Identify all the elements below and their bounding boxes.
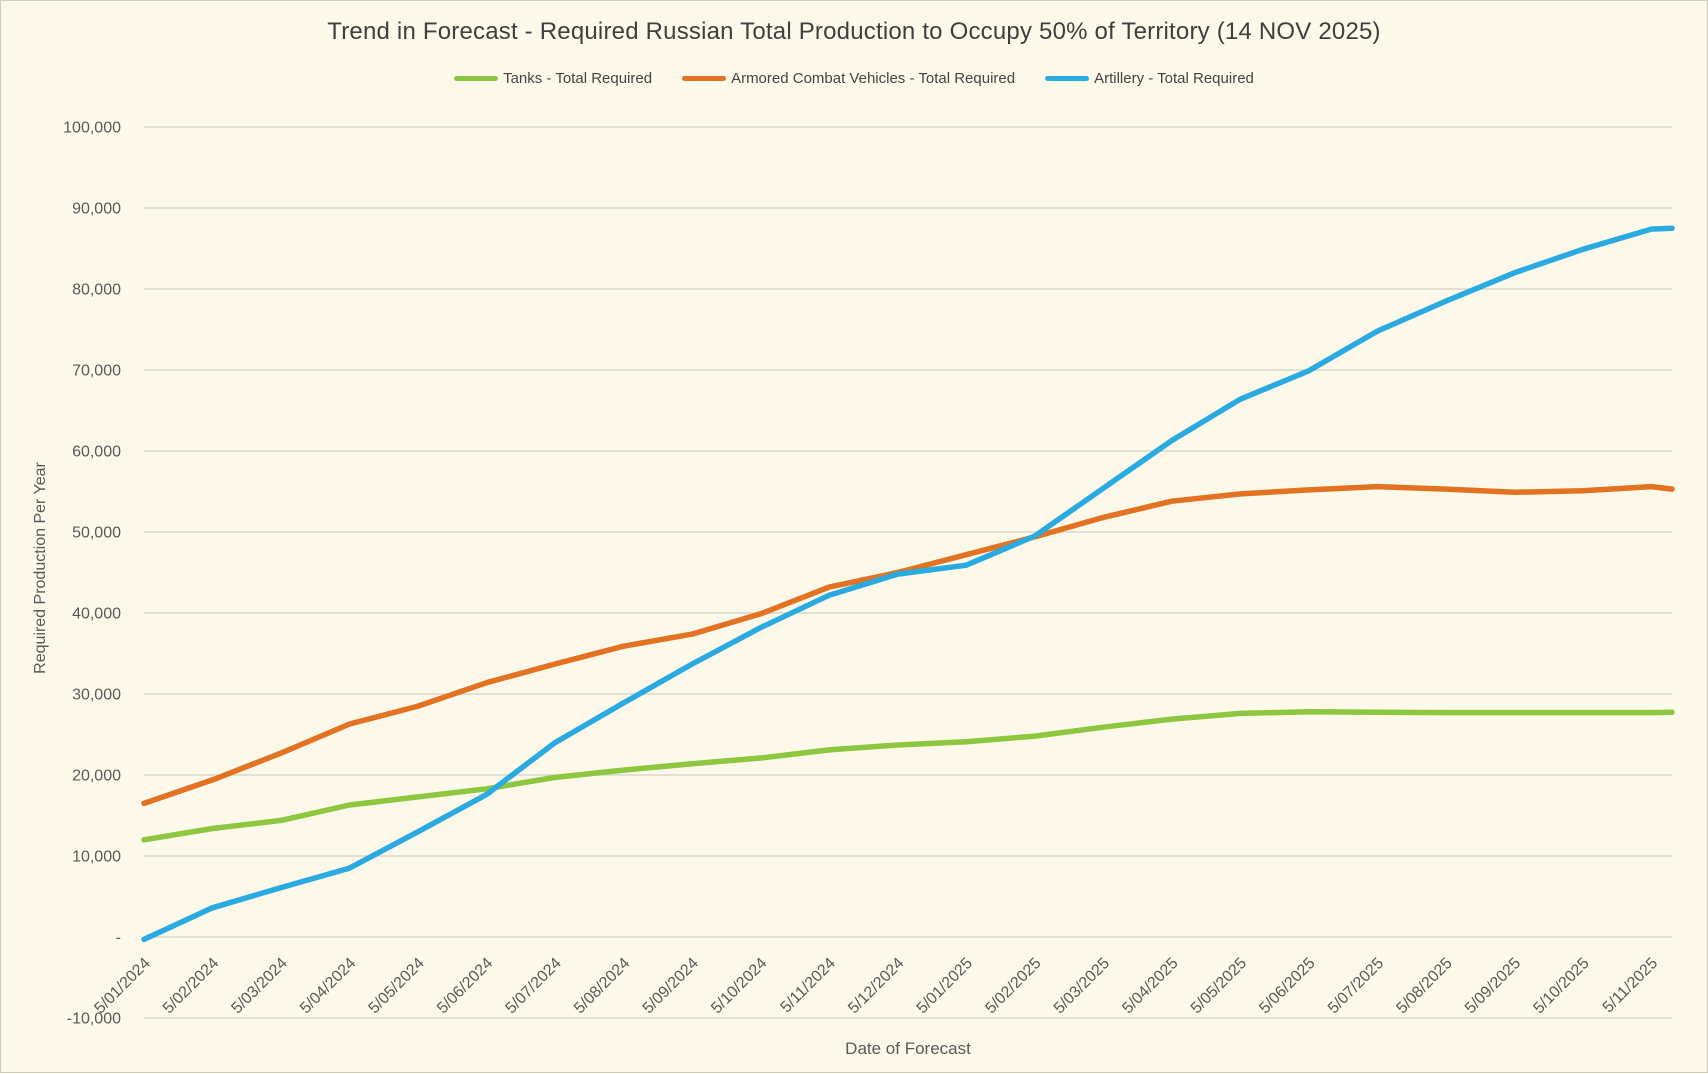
series-line-artillery [141, 225, 1675, 943]
x-tick-label: 5/01/2024 [91, 955, 153, 1017]
y-gridlines [144, 126, 1672, 1019]
y-tick-label: 10,000 [72, 849, 121, 866]
y-tick-label: - [116, 930, 121, 947]
y-tick-label: -10,000 [67, 1011, 121, 1028]
x-axis-title: Date of Forecast [845, 1039, 971, 1058]
y-tick-label: 40,000 [72, 606, 121, 623]
x-tick-label: 5/05/2025 [1188, 955, 1250, 1017]
y-axis-tick-labels: -10,000-10,00020,00030,00040,00050,00060… [63, 120, 121, 1028]
y-tick-label: 90,000 [72, 201, 121, 218]
artillery-line-swatch-icon [1045, 76, 1090, 81]
y-tick-label: 20,000 [72, 768, 121, 785]
x-tick-label: 5/09/2025 [1462, 955, 1524, 1017]
x-axis-tick-labels: 5/01/2024 5/02/2024 5/03/2024 5/04/2024 5/05… [91, 955, 1661, 1017]
x-tick-label: 5/03/2025 [1051, 955, 1113, 1017]
legend-item-tanks: Tanks - Total Required [454, 70, 652, 87]
legend-label-acv: Armored Combat Vehicles - Total Required [731, 70, 1016, 87]
x-tick-label: 5/05/2024 [366, 955, 428, 1017]
y-tick-label: 50,000 [72, 525, 121, 542]
x-tick-label: 5/07/2025 [1325, 955, 1387, 1017]
chart-title: Trend in Forecast - Required Russian Tot… [327, 18, 1381, 45]
x-tick-label: 5/09/2024 [640, 955, 702, 1017]
x-tick-label: 5/02/2025 [982, 955, 1044, 1017]
legend-item-artillery: Artillery - Total Required [1045, 70, 1254, 87]
series-line-tanks [141, 709, 1675, 843]
x-tick-label: 5/04/2024 [297, 955, 359, 1017]
acv-line-swatch-icon [682, 76, 727, 81]
x-tick-label: 5/06/2025 [1256, 955, 1318, 1017]
legend-label-artillery: Artillery - Total Required [1094, 70, 1254, 87]
x-tick-label: 5/10/2025 [1530, 955, 1592, 1017]
y-tick-label: 80,000 [72, 282, 121, 299]
y-tick-label: 60,000 [72, 444, 121, 461]
x-tick-label: 5/02/2024 [160, 955, 222, 1017]
x-tick-label: 5/03/2024 [228, 955, 290, 1017]
legend: Tanks - Total Required Armored Combat Ve… [1, 70, 1707, 87]
legend-label-tanks: Tanks - Total Required [503, 70, 653, 87]
x-tick-label: 5/01/2025 [914, 955, 976, 1017]
x-tick-label: 5/04/2025 [1119, 955, 1181, 1017]
tanks-line-swatch-icon [454, 76, 499, 81]
x-tick-label: 5/07/2024 [503, 955, 565, 1017]
x-tick-label: 5/11/2024 [778, 955, 840, 1017]
y-tick-label: 70,000 [72, 363, 121, 380]
x-tick-label: 5/12/2024 [845, 955, 907, 1017]
series-line-acv [141, 483, 1675, 807]
y-tick-label: 100,000 [63, 120, 121, 137]
x-tick-label: 5/08/2024 [571, 955, 633, 1017]
legend-item-acv: Armored Combat Vehicles - Total Required [682, 70, 1015, 87]
x-tick-label: 5/08/2025 [1393, 955, 1455, 1017]
y-tick-label: 30,000 [72, 687, 121, 704]
x-tick-label: 5/06/2024 [434, 955, 496, 1017]
x-tick-label: 5/10/2024 [708, 955, 770, 1017]
x-tick-label: 5/11/2025 [1600, 955, 1662, 1017]
